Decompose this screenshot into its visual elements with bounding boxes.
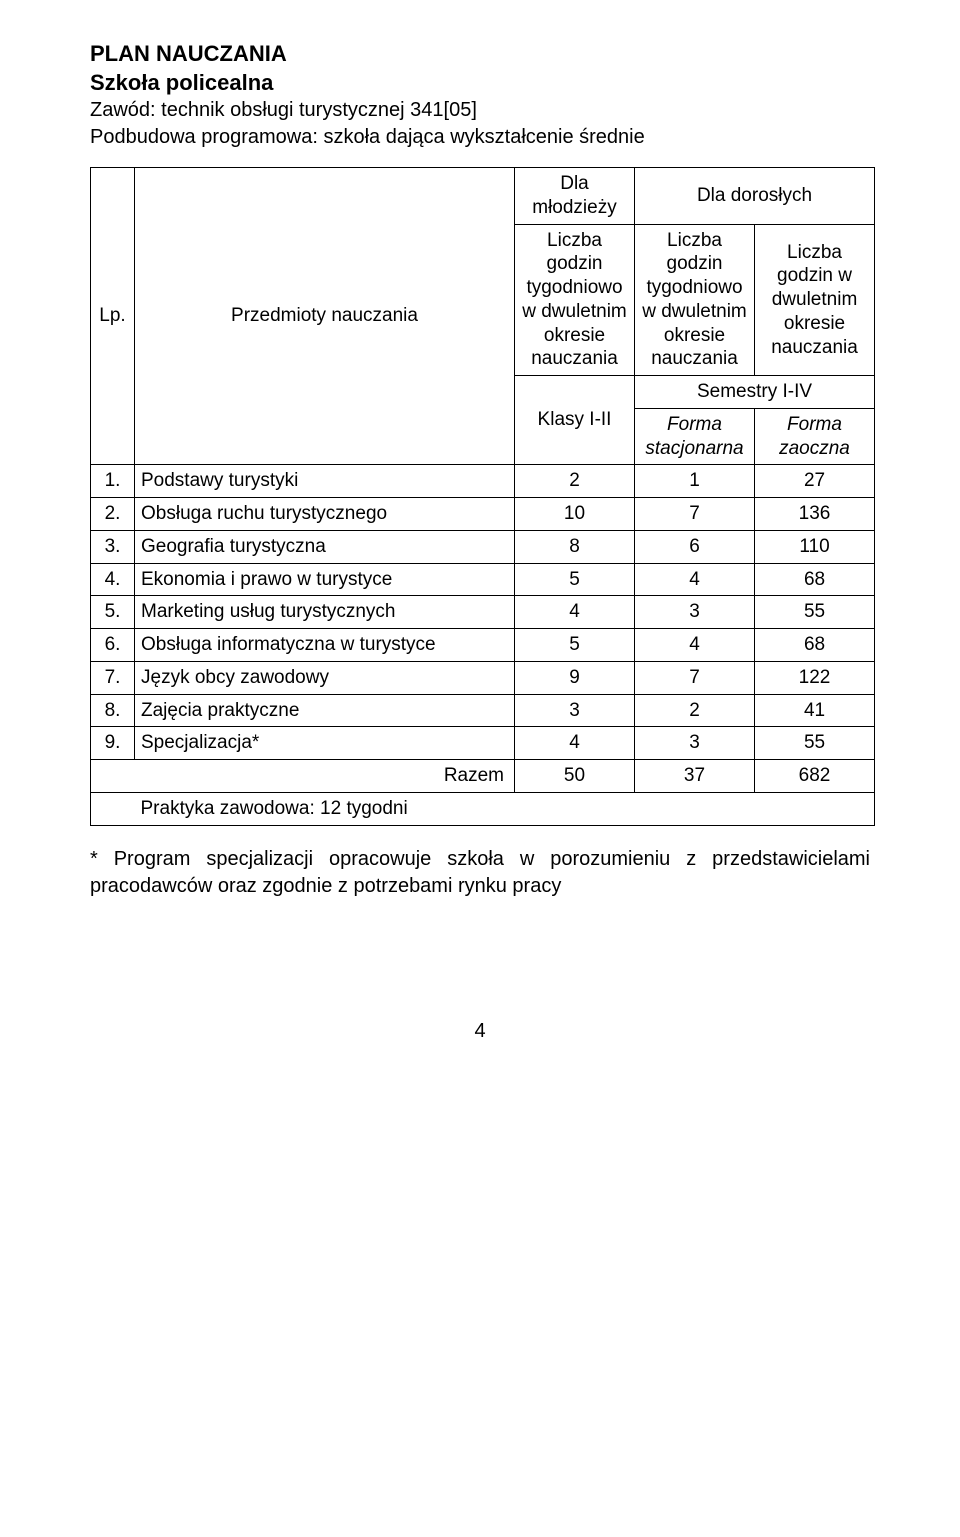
total-empty-1 (91, 760, 135, 793)
total-b: 37 (635, 760, 755, 793)
table-total-row: Razem 50 37 682 (91, 760, 875, 793)
row-col-b: 3 (635, 727, 755, 760)
page-number: 4 (90, 1020, 870, 1043)
subtitle-line-2: Podbudowa programowa: szkoła dająca wyks… (90, 124, 870, 151)
row-col-c: 55 (755, 596, 875, 629)
row-number: 3. (91, 530, 135, 563)
subtitle-line-1: Zawód: technik obsługi turystycznej 341[… (90, 97, 870, 124)
row-subject: Geografia turystyczna (135, 530, 515, 563)
title-line-2: Szkoła policealna (90, 69, 870, 98)
header-lp: Lp. (91, 168, 135, 465)
row-col-a: 5 (515, 563, 635, 596)
header-classes: Klasy I-II (515, 376, 635, 465)
header-col-a: Liczba godzin tygodniowo w dwuletnim okr… (515, 224, 635, 376)
row-col-b: 7 (635, 661, 755, 694)
row-col-c: 122 (755, 661, 875, 694)
row-col-a: 10 (515, 498, 635, 531)
row-subject: Podstawy turystyki (135, 465, 515, 498)
row-number: 1. (91, 465, 135, 498)
header-form-stationary: Forma stacjonarna (635, 408, 755, 465)
header-semesters: Semestry I-IV (635, 376, 875, 409)
row-col-a: 5 (515, 629, 635, 662)
total-label: Razem (135, 760, 515, 793)
footnote: * Program specjalizacji opracowuje szkoł… (90, 846, 870, 900)
table-row: 7. Język obcy zawodowy 9 7 122 (91, 661, 875, 694)
header-col-b: Liczba godzin tygodniowo w dwuletnim okr… (635, 224, 755, 376)
table-row: 3. Geografia turystyczna 8 6 110 (91, 530, 875, 563)
row-col-c: 41 (755, 694, 875, 727)
row-number: 2. (91, 498, 135, 531)
header-adults: Dla dorosłych (635, 168, 875, 225)
row-col-c: 68 (755, 629, 875, 662)
row-col-b: 2 (635, 694, 755, 727)
table-row: 6. Obsługa informatyczna w turystyce 5 4… (91, 629, 875, 662)
title-block: PLAN NAUCZANIA Szkoła policealna Zawód: … (90, 40, 870, 151)
row-number: 9. (91, 727, 135, 760)
table-header-row-1: Lp. Przedmioty nauczania Dla młodzieży D… (91, 168, 875, 225)
row-subject: Zajęcia praktyczne (135, 694, 515, 727)
row-subject: Specjalizacja* (135, 727, 515, 760)
row-col-b: 4 (635, 629, 755, 662)
table-practice-row: Praktyka zawodowa: 12 tygodni (91, 792, 875, 825)
row-col-a: 4 (515, 596, 635, 629)
row-subject: Język obcy zawodowy (135, 661, 515, 694)
title-line-1: PLAN NAUCZANIA (90, 40, 870, 69)
curriculum-table: Lp. Przedmioty nauczania Dla młodzieży D… (90, 167, 875, 826)
header-form-extramural: Forma zaoczna (755, 408, 875, 465)
row-col-b: 1 (635, 465, 755, 498)
row-subject: Obsługa informatyczna w turystyce (135, 629, 515, 662)
header-col-c: Liczba godzin w dwuletnim okresie naucza… (755, 224, 875, 376)
table-row: 1. Podstawy turystyki 2 1 27 (91, 465, 875, 498)
header-youth: Dla młodzieży (515, 168, 635, 225)
row-col-a: 8 (515, 530, 635, 563)
table-row: 8. Zajęcia praktyczne 3 2 41 (91, 694, 875, 727)
table-row: 9. Specjalizacja* 4 3 55 (91, 727, 875, 760)
row-number: 7. (91, 661, 135, 694)
row-col-a: 9 (515, 661, 635, 694)
row-col-c: 55 (755, 727, 875, 760)
row-number: 6. (91, 629, 135, 662)
row-col-a: 3 (515, 694, 635, 727)
row-col-c: 68 (755, 563, 875, 596)
row-number: 4. (91, 563, 135, 596)
row-col-a: 4 (515, 727, 635, 760)
row-subject: Obsługa ruchu turystycznego (135, 498, 515, 531)
row-col-b: 4 (635, 563, 755, 596)
table-row: 2. Obsługa ruchu turystycznego 10 7 136 (91, 498, 875, 531)
header-subject: Przedmioty nauczania (135, 168, 515, 465)
table-row: 4. Ekonomia i prawo w turystyce 5 4 68 (91, 563, 875, 596)
row-col-b: 7 (635, 498, 755, 531)
row-col-b: 6 (635, 530, 755, 563)
row-subject: Ekonomia i prawo w turystyce (135, 563, 515, 596)
row-col-a: 2 (515, 465, 635, 498)
row-col-c: 27 (755, 465, 875, 498)
row-number: 8. (91, 694, 135, 727)
row-col-c: 136 (755, 498, 875, 531)
total-a: 50 (515, 760, 635, 793)
row-number: 5. (91, 596, 135, 629)
practice-text: Praktyka zawodowa: 12 tygodni (135, 792, 875, 825)
total-c: 682 (755, 760, 875, 793)
row-col-b: 3 (635, 596, 755, 629)
practice-empty-1 (91, 792, 135, 825)
row-col-c: 110 (755, 530, 875, 563)
row-subject: Marketing usług turystycznych (135, 596, 515, 629)
table-row: 5. Marketing usług turystycznych 4 3 55 (91, 596, 875, 629)
